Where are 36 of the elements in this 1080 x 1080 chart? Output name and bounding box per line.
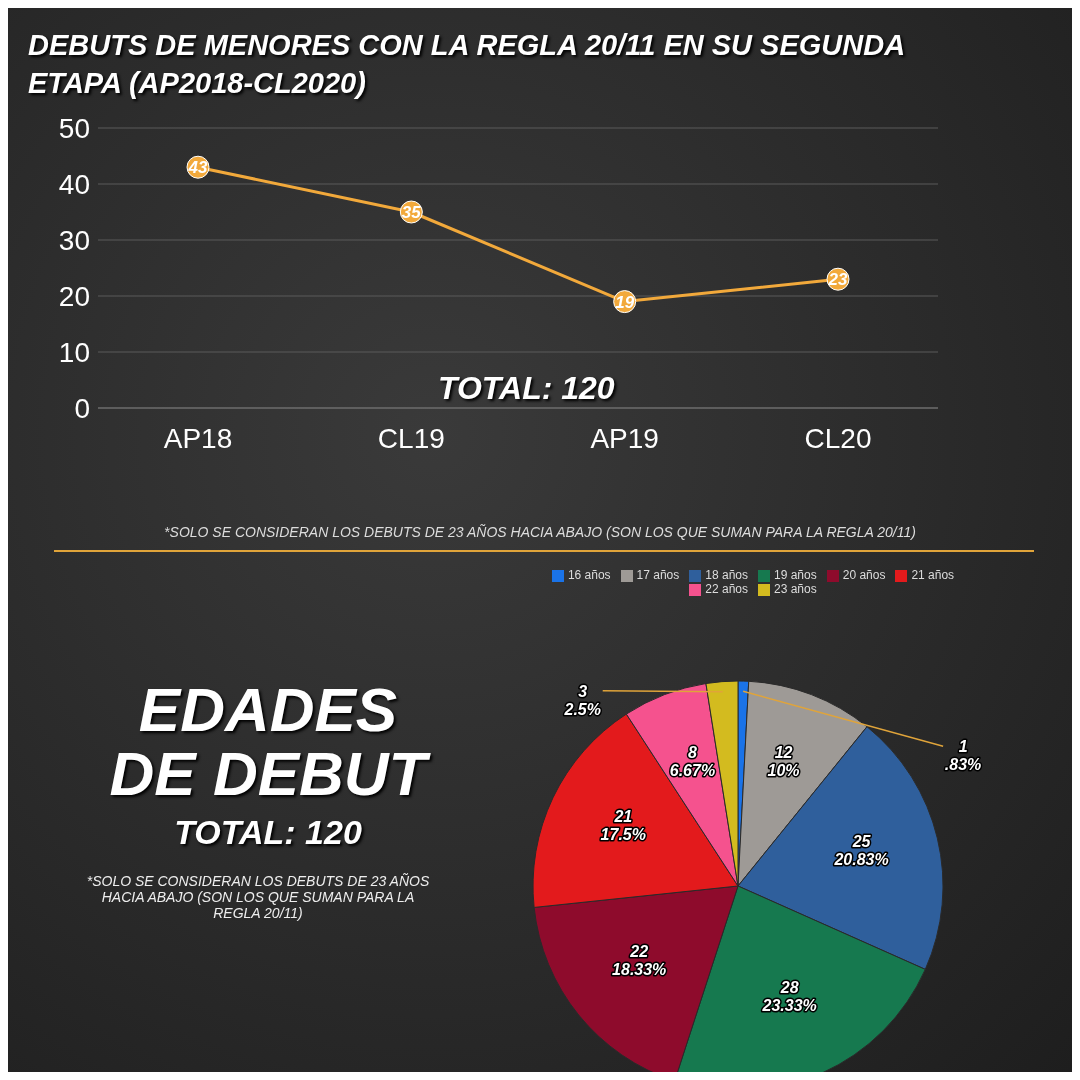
legend-label: 18 años (705, 568, 748, 582)
data-label: 19 (615, 292, 635, 312)
legend-label: 17 años (636, 568, 680, 582)
text: EDADES DE DEBUT (108, 675, 432, 808)
data-label: 12 10% (767, 744, 800, 780)
legend-label: 21 años (911, 568, 955, 582)
data-label: 25 20.83% (833, 833, 889, 869)
y-tick-label: 0 (74, 392, 90, 424)
annotation: TOTAL: 120 (438, 370, 615, 407)
data-label: 1 .83% (944, 738, 982, 774)
data-label: 23 (827, 270, 848, 290)
y-tick-label: 40 (58, 168, 90, 200)
x-tick-label: AP19 (590, 422, 659, 454)
data-label: 28 23.33% (761, 979, 817, 1015)
data-label: 3 2.5% (563, 682, 601, 718)
y-tick-label: 30 (58, 224, 90, 256)
text: *SOLO SE CONSIDERAN LOS DEBUTS DE 23 AÑOS HACIA ABAJO (SON LOS QUE SUMAN PARA LA REGLA 20/11) (163, 524, 917, 540)
data-label: 8 6.67% (669, 744, 716, 780)
legend-label: 19 años (774, 568, 817, 582)
legend-label: 22 años (705, 582, 748, 596)
text: *SOLO SE CONSIDERAN LOS DEBUTS DE 23 AÑOS HACIA ABAJO (SON LOS QUE SUMAN PARA LA REGLA 20/11) (85, 873, 431, 921)
legend-label: 23 años (774, 582, 817, 596)
x-tick-label: CL20 (804, 422, 872, 454)
data-label: 43 (187, 158, 208, 178)
legend-label: 20 años (842, 568, 886, 582)
data-label: 35 (401, 203, 422, 223)
x-tick-label: CL19 (377, 422, 445, 454)
x-tick-label: AP18 (163, 422, 233, 454)
chart-title: DEBUTS DE MENORES CON LA REGLA 20/11 EN SU SEGUNDA ETAPA (AP2018-CL2020) (28, 28, 906, 101)
data-label: 22 18.33% (612, 942, 667, 978)
text: TOTAL: 120 (173, 813, 363, 852)
legend-label: 16 años (567, 568, 611, 582)
y-tick-label: 50 (58, 112, 90, 144)
y-tick-label: 10 (58, 336, 90, 368)
y-tick-label: 20 (58, 280, 90, 312)
data-label: 21 17.5% (600, 808, 646, 844)
